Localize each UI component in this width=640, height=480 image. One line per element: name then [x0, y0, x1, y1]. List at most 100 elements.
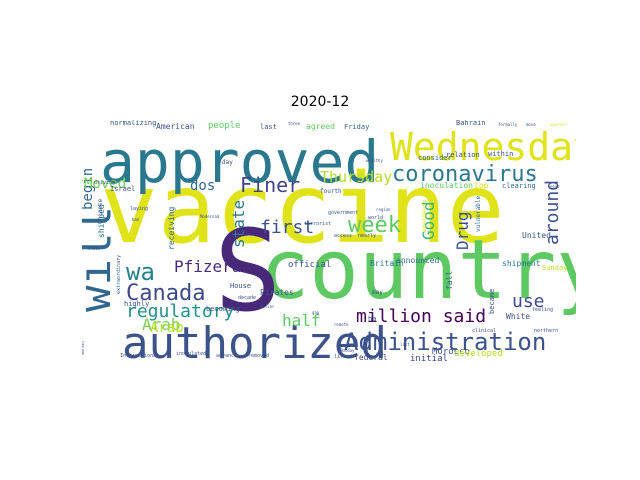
cloud-word: laying [130, 206, 148, 212]
cloud-word: remote [334, 322, 349, 327]
cloud-word: highly [124, 300, 149, 308]
cloud-word: Moved [84, 176, 126, 192]
cloud-word: consider [418, 154, 452, 162]
cloud-word: within [488, 150, 513, 158]
cloud-word: top [474, 181, 489, 190]
cloud-word: feeling [532, 307, 553, 313]
cloud-word: fall [445, 271, 454, 290]
cloud-word: day [222, 159, 233, 166]
cloud-word: Arab [150, 320, 184, 336]
cloud-word: Chinese [97, 198, 104, 224]
cloud-word: clearing [502, 182, 536, 190]
cloud-word: official [288, 260, 331, 270]
cloud-word: list [400, 342, 410, 347]
cloud-word: Sunday [542, 264, 567, 272]
cloud-word: use [512, 291, 545, 312]
cloud-word: gap [312, 310, 320, 315]
cloud-word: S [214, 207, 281, 337]
cloud-word: million said [356, 306, 486, 327]
cloud-word: access [334, 233, 352, 239]
cloud-word: people [208, 121, 241, 131]
cloud-word: northern [534, 328, 558, 334]
cloud-word: sponsor [550, 122, 567, 127]
cloud-word: receiving [167, 206, 176, 250]
cloud-word: advance [216, 353, 237, 359]
cloud-word: driving [94, 180, 115, 186]
cloud-word: wa [126, 258, 155, 286]
cloud-word: Pfizerâ [174, 257, 241, 276]
cloud-word: emergency [421, 199, 428, 232]
cloud-word: half [282, 311, 321, 330]
cloud-word: fourth [320, 188, 342, 195]
cloud-word: extraordinary [116, 255, 122, 294]
cloud-word: three [288, 121, 301, 126]
cloud-word: Morocco [432, 347, 470, 357]
cloud-word: decade [238, 295, 256, 301]
cloud-word: approved [100, 128, 379, 196]
cloud-word: terrorist [304, 221, 331, 227]
cloud-word: wealthy [366, 158, 383, 163]
cloud-word: will [82, 206, 121, 312]
cloud-word: Britain [370, 259, 404, 268]
cloud-word: House [230, 282, 251, 290]
cloud-word: removed [248, 353, 269, 359]
cloud-word: Modernaâ [200, 214, 220, 219]
cloud-word: White [506, 312, 530, 321]
cloud-word: authorized [122, 318, 387, 368]
cloud-word: Friday [344, 123, 369, 131]
cloud-word: Finer [240, 173, 300, 197]
cloud-word: market [82, 340, 85, 355]
cloud-word: initial [410, 354, 448, 364]
cloud-word: shipment [502, 259, 541, 268]
cloud-word: shipped [97, 204, 106, 238]
cloud-word: week [348, 213, 401, 238]
cloud-word: Wednesday [390, 125, 576, 169]
cloud-word: world [368, 215, 383, 221]
cloud-word: Bahrain [456, 120, 486, 127]
cloud-word: becoming [206, 305, 240, 313]
cloud-word: easier [260, 304, 275, 309]
cloud-word: move [526, 122, 536, 127]
cloud-word: Thursday [320, 168, 392, 186]
cloud-word: ha [368, 315, 376, 323]
cloud-word: around [542, 180, 563, 245]
cloud-word: agreed [306, 122, 335, 131]
cloud-word: next [550, 184, 560, 189]
cloud-word: nearly [358, 233, 376, 239]
cloud-word: Drug [453, 211, 472, 250]
cloud-word: Monday [340, 348, 355, 353]
cloud-word: country [260, 223, 576, 318]
cloud-word: Israel [110, 185, 135, 193]
cloud-word: year [88, 269, 98, 274]
cloud-word: vaccine [100, 153, 505, 265]
cloud-word: relation [446, 151, 480, 159]
cloud-word: announced [396, 256, 440, 265]
cloud-word: Pirates [260, 288, 294, 297]
cloud-word: government [328, 210, 358, 216]
cloud-word: clinical [472, 328, 496, 334]
cloud-word: lifted [334, 354, 352, 360]
cloud-word: vulnerable [475, 195, 482, 232]
cloud-word: developed [454, 349, 503, 359]
cloud-word: coronavirus [392, 162, 538, 187]
cloud-word: Administration [344, 328, 546, 356]
cloud-word: formally [498, 122, 518, 127]
figure-title: 2020-12 [290, 94, 350, 110]
cloud-word: first [260, 217, 314, 238]
cloud-word: begin [82, 168, 96, 210]
cloud-word: end [376, 351, 384, 356]
cloud-word: claim [88, 246, 101, 251]
cloud-word: may [372, 289, 383, 296]
cloud-word: dos [190, 178, 215, 194]
cloud-word: ban [132, 217, 140, 222]
cloud-word: regulatory [126, 301, 235, 322]
cloud-word: inoculation [420, 181, 473, 190]
cloud-word: region [376, 207, 391, 212]
cloud-word: Good [419, 201, 438, 240]
cloud-word: Canada [126, 281, 205, 306]
cloud-word: state [229, 200, 248, 248]
cloud-word: inoculated [176, 351, 206, 357]
cloud-word: federal [354, 353, 388, 362]
